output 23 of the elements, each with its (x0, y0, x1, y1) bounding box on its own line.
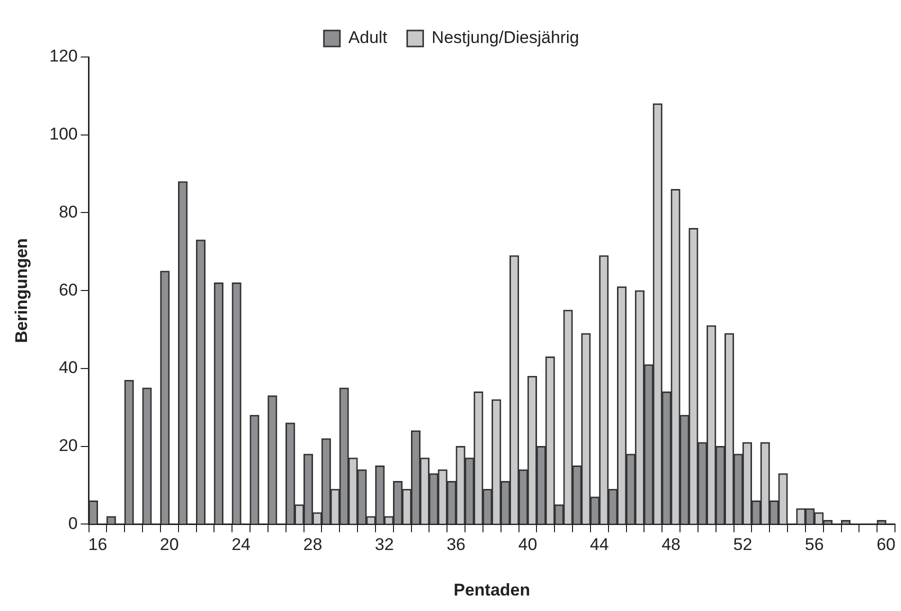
legend-label: Adult (348, 28, 388, 48)
x-tick-label: 60 (876, 535, 896, 554)
y-tick-label: 120 (49, 46, 78, 66)
x-tick-label: 44 (590, 535, 609, 554)
y-tick-label: 0 (68, 514, 78, 533)
x-tick-label: 56 (804, 535, 824, 554)
x-tick-label: 32 (374, 535, 394, 554)
x-tick-label: 36 (446, 535, 466, 554)
y-axis-title: Beringungen (12, 238, 31, 344)
y-tick-label: 100 (49, 124, 78, 144)
legend-label: Nestjung/Diesjährig (432, 28, 580, 48)
y-tick-label: 40 (58, 358, 78, 378)
x-tick-label: 16 (88, 535, 108, 554)
x-tick-label: 28 (303, 535, 322, 554)
x-tick-label: 24 (232, 535, 251, 554)
x-tick-label: 20 (160, 535, 179, 554)
x-tick-label: 52 (733, 535, 752, 554)
y-tick-label: 80 (58, 202, 78, 222)
y-tick-label: 60 (58, 280, 78, 300)
x-axis-title: Pentaden (454, 580, 530, 600)
x-tick-label: 40 (518, 535, 538, 554)
y-tick-label: 20 (58, 436, 78, 456)
x-tick-label: 48 (662, 535, 681, 554)
